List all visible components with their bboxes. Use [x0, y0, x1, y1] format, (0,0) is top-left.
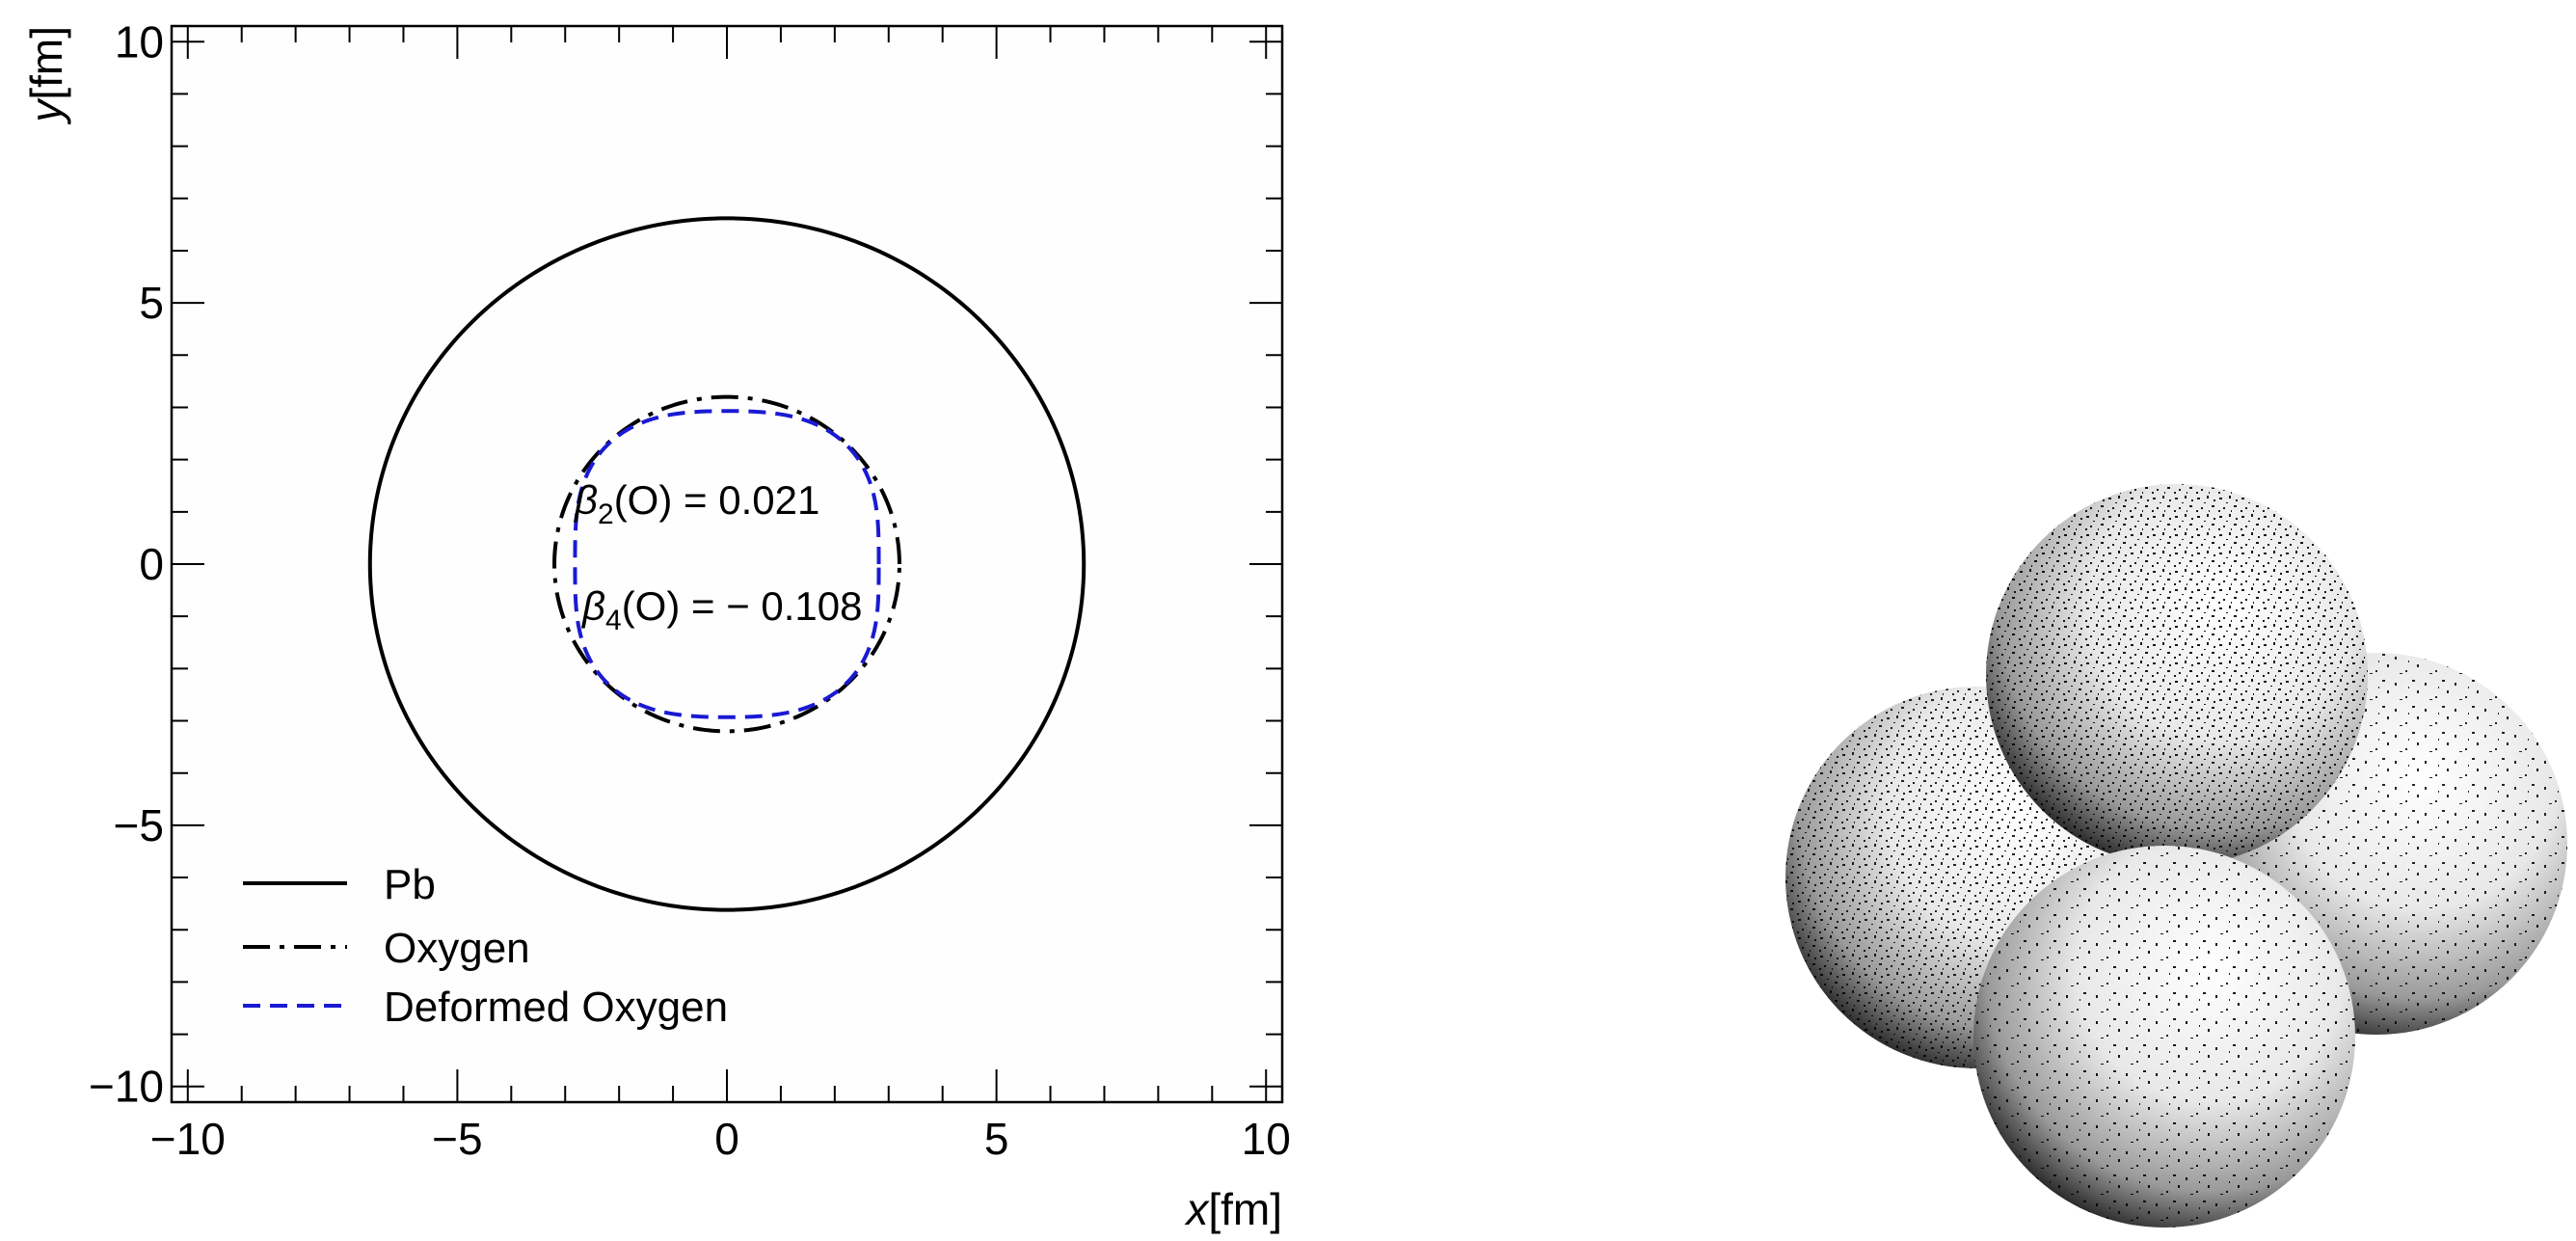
sphere-bottom — [1973, 846, 2355, 1228]
oxygen-nucleus-illustration — [1785, 484, 2567, 1228]
x-axis-title: x[fm] — [1184, 1184, 1282, 1234]
curves — [367, 216, 1087, 912]
beta4-annotation: β4(O) = − 0.108 — [580, 583, 863, 636]
series-pb — [367, 216, 1087, 912]
legend-label-pb: Pb — [384, 861, 436, 908]
x-tick-label: 5 — [984, 1114, 1009, 1164]
legend-label-oxygen: Oxygen — [384, 925, 530, 972]
axis-ticks — [172, 26, 1282, 1102]
x-tick-label: 10 — [1242, 1114, 1291, 1164]
sphere-top — [1986, 484, 2368, 866]
y-tick-label: −5 — [114, 800, 164, 850]
y-axis-title: y[fm] — [21, 26, 71, 125]
legend: Pb Oxygen Deformed Oxygen — [243, 861, 728, 1031]
x-tick-label: −5 — [432, 1114, 482, 1164]
y-tick-label: 5 — [139, 278, 164, 328]
plot-frame — [170, 24, 1284, 1104]
y-tick-label: −10 — [89, 1062, 164, 1112]
series-oxygen — [552, 394, 901, 734]
beta2-annotation: β2(O) = 0.021 — [573, 477, 819, 530]
x-tick-label: 0 — [714, 1114, 739, 1164]
x-tick-label: −10 — [150, 1114, 226, 1164]
legend-label-deformed-oxygen: Deformed Oxygen — [384, 984, 728, 1031]
y-tick-label: 0 — [139, 539, 164, 589]
axis-tick-labels: −10 −5 0 5 10 −10 −5 0 5 10 — [89, 16, 1291, 1164]
y-tick-label: 10 — [115, 16, 164, 67]
series-deformed-oxygen — [573, 409, 881, 719]
